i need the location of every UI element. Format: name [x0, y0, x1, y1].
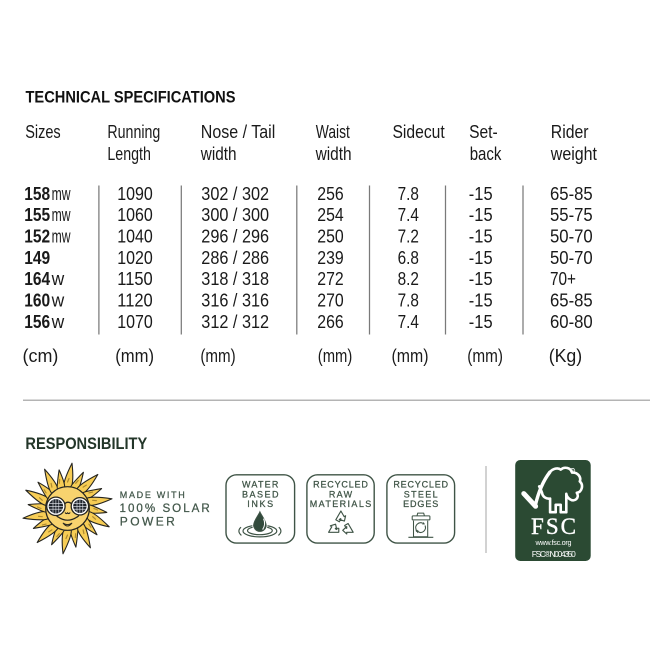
- svg-text:w: w: [51, 312, 66, 332]
- svg-text:WATER: WATER: [242, 480, 279, 490]
- svg-text:Nose / Tail: Nose / Tail: [201, 122, 275, 142]
- svg-text:70+: 70+: [550, 269, 576, 289]
- svg-text:Waist: Waist: [316, 122, 350, 142]
- svg-text:Set-: Set-: [469, 122, 498, 142]
- svg-text:7.2: 7.2: [398, 227, 419, 247]
- svg-text:312 / 312: 312 / 312: [201, 312, 269, 332]
- svg-text:254: 254: [317, 205, 343, 225]
- svg-text:-15: -15: [469, 269, 493, 289]
- svg-text:mw: mw: [52, 227, 72, 247]
- svg-text:-15: -15: [469, 291, 493, 311]
- svg-text:1040: 1040: [117, 227, 153, 247]
- svg-text:65-85: 65-85: [550, 184, 593, 204]
- svg-text:1120: 1120: [117, 291, 153, 311]
- svg-text:Sizes: Sizes: [25, 122, 61, 142]
- svg-text:270: 270: [317, 291, 343, 311]
- svg-text:RAW: RAW: [329, 490, 353, 500]
- svg-text:Length: Length: [107, 144, 150, 164]
- svg-text:266: 266: [317, 312, 343, 332]
- svg-text:weight: weight: [550, 144, 597, 164]
- svg-text:1150: 1150: [117, 269, 153, 289]
- svg-text:50-70: 50-70: [550, 227, 593, 247]
- svg-text:256: 256: [317, 184, 343, 204]
- svg-text:286 / 286: 286 / 286: [201, 248, 269, 268]
- svg-text:318 / 318: 318 / 318: [201, 269, 269, 289]
- svg-text:7.8: 7.8: [398, 184, 419, 204]
- svg-text:w: w: [51, 291, 66, 311]
- svg-text:www.fsc.org: www.fsc.org: [535, 538, 572, 547]
- svg-text:55-75: 55-75: [550, 205, 593, 225]
- svg-text:-15: -15: [469, 184, 493, 204]
- svg-text:w: w: [51, 269, 66, 289]
- svg-text:60-80: 60-80: [550, 312, 593, 332]
- svg-text:mw: mw: [52, 184, 72, 204]
- svg-text:1020: 1020: [117, 248, 153, 268]
- svg-text:300 / 300: 300 / 300: [201, 205, 269, 225]
- svg-text:EDGES: EDGES: [403, 499, 438, 509]
- svg-text:296 / 296: 296 / 296: [201, 227, 269, 247]
- svg-text:RESPONSIBILITY: RESPONSIBILITY: [25, 434, 147, 453]
- svg-text:(mm): (mm): [392, 346, 429, 366]
- svg-text:FSC: FSC: [531, 514, 576, 539]
- svg-text:mw: mw: [52, 205, 72, 225]
- svg-text:149: 149: [24, 248, 50, 268]
- svg-text:FSC®N004350: FSC®N004350: [532, 549, 576, 559]
- svg-text:back: back: [470, 144, 503, 164]
- svg-text:INKS: INKS: [247, 499, 273, 509]
- svg-text:-15: -15: [469, 227, 493, 247]
- svg-text:164: 164: [24, 269, 50, 289]
- svg-text:156: 156: [24, 312, 50, 332]
- svg-text:(mm): (mm): [200, 346, 235, 366]
- svg-text:(mm): (mm): [115, 346, 154, 366]
- svg-text:(Kg): (Kg): [549, 346, 583, 366]
- svg-text:160: 160: [24, 291, 50, 311]
- svg-text:155: 155: [24, 205, 50, 225]
- svg-text:-15: -15: [469, 205, 493, 225]
- svg-text:152: 152: [24, 227, 50, 247]
- svg-text:width: width: [200, 144, 237, 164]
- svg-text:1090: 1090: [117, 184, 153, 204]
- svg-text:1070: 1070: [117, 312, 153, 332]
- svg-text:MATERIALS: MATERIALS: [310, 499, 372, 509]
- svg-text:-15: -15: [469, 248, 493, 268]
- svg-text:7.4: 7.4: [398, 205, 419, 225]
- svg-text:8.2: 8.2: [398, 269, 419, 289]
- svg-text:(mm): (mm): [467, 346, 503, 366]
- svg-text:302 / 302: 302 / 302: [201, 184, 269, 204]
- svg-text:272: 272: [317, 269, 343, 289]
- svg-text:width: width: [315, 144, 352, 164]
- svg-text:65-85: 65-85: [550, 291, 593, 311]
- svg-text:316 / 316: 316 / 316: [201, 291, 269, 311]
- svg-text:RECYCLED: RECYCLED: [393, 480, 448, 490]
- svg-text:7.4: 7.4: [398, 312, 419, 332]
- svg-text:Running: Running: [107, 122, 160, 142]
- svg-text:6.8: 6.8: [398, 248, 419, 268]
- svg-text:158: 158: [24, 184, 50, 204]
- svg-text:Sidecut: Sidecut: [393, 122, 445, 142]
- svg-text:1060: 1060: [117, 205, 153, 225]
- svg-text:RECYCLED: RECYCLED: [313, 480, 368, 490]
- svg-text:7.8: 7.8: [398, 291, 419, 311]
- svg-text:100% SOLAR: 100% SOLAR: [120, 502, 210, 515]
- svg-text:-15: -15: [469, 312, 493, 332]
- svg-text:(mm): (mm): [318, 346, 353, 366]
- svg-text:STEEL: STEEL: [404, 490, 438, 500]
- svg-text:(cm): (cm): [23, 346, 59, 366]
- svg-text:250: 250: [317, 227, 343, 247]
- svg-text:BASED: BASED: [242, 490, 279, 500]
- svg-text:POWER: POWER: [120, 514, 175, 528]
- svg-text:R: R: [571, 469, 574, 473]
- svg-text:TECHNICAL SPECIFICATIONS: TECHNICAL SPECIFICATIONS: [26, 87, 236, 106]
- svg-text:Rider: Rider: [551, 122, 589, 142]
- svg-text:50-70: 50-70: [550, 248, 593, 268]
- svg-text:239: 239: [317, 248, 343, 268]
- svg-text:MADE WITH: MADE WITH: [120, 490, 185, 500]
